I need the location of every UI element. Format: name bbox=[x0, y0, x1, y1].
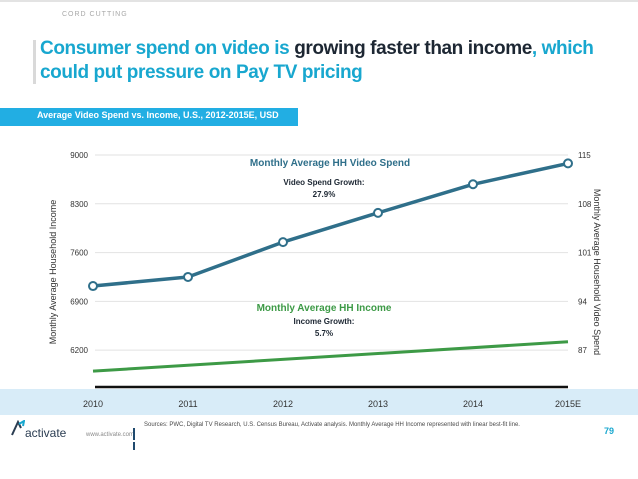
x-tick-label: 2014 bbox=[463, 399, 483, 409]
y-left-tick-label: 7600 bbox=[70, 249, 88, 258]
footer-divider-lower bbox=[133, 442, 135, 450]
sources-note: Sources: PWC, Digital TV Research, U.S. … bbox=[144, 422, 520, 428]
title-emphasis: growing faster than income bbox=[294, 38, 532, 59]
x-axis-band bbox=[0, 389, 638, 415]
y-right-tick-label: 108 bbox=[578, 200, 592, 209]
x-tick-labels: 2010 2011 2012 2013 2014 2015E bbox=[83, 399, 581, 409]
title-part-1: Consumer spend on video is bbox=[40, 38, 295, 59]
y-right-tick-label: 101 bbox=[578, 249, 592, 258]
y-right-ticks: 87 94 101 108 115 bbox=[578, 151, 592, 355]
y-left-ticks: 6200 6900 7600 8300 9000 bbox=[70, 151, 88, 355]
page-title: Consumer spend on video is growing faste… bbox=[40, 37, 600, 85]
y-left-axis-label: Monthly Average Household Income bbox=[48, 200, 58, 344]
income-series-label: Monthly Average HH Income bbox=[257, 303, 392, 314]
top-rule bbox=[0, 0, 638, 2]
video-spend-point bbox=[563, 158, 573, 169]
video-spend-point bbox=[183, 271, 193, 282]
y-left-tick-label: 9000 bbox=[70, 151, 88, 160]
chart-subtitle: Average Video Spend vs. Income, U.S., 20… bbox=[37, 110, 279, 120]
x-tick-label: 2011 bbox=[178, 399, 197, 409]
website-link[interactable]: www.activate.com bbox=[86, 432, 135, 438]
video-spend-point bbox=[468, 179, 478, 190]
y-left-tick-label: 8300 bbox=[70, 200, 88, 209]
y-right-tick-label: 115 bbox=[578, 151, 591, 160]
section-label: CORD CUTTING bbox=[62, 11, 128, 18]
video-spend-point bbox=[278, 237, 288, 248]
headline-accent-bar bbox=[33, 40, 36, 84]
video-growth-value: 27.9% bbox=[313, 190, 336, 199]
income-growth-value: 5.7% bbox=[315, 329, 333, 338]
y-left-tick-label: 6900 bbox=[70, 297, 88, 306]
video-growth-label: Video Spend Growth: bbox=[283, 178, 364, 187]
video-spend-point bbox=[373, 207, 383, 218]
y-left-tick-label: 6200 bbox=[70, 346, 88, 355]
y-right-tick-label: 87 bbox=[578, 346, 587, 355]
series-group bbox=[88, 158, 573, 373]
video-spend-line bbox=[92, 161, 569, 288]
income-line bbox=[92, 340, 569, 373]
x-tick-label: 2013 bbox=[368, 399, 388, 409]
subtitle-bar bbox=[0, 108, 298, 126]
page-number: 79 bbox=[604, 426, 615, 436]
y-right-axis-label: Monthly Average Household Video Spend bbox=[592, 189, 602, 355]
x-tick-label: 2012 bbox=[273, 399, 293, 409]
activate-logo-icon bbox=[11, 420, 25, 436]
logo-text: activate bbox=[25, 426, 67, 440]
footer-divider bbox=[133, 428, 135, 440]
video-series-label: Monthly Average HH Video Spend bbox=[250, 158, 410, 169]
y-right-tick-label: 94 bbox=[578, 297, 587, 306]
x-tick-label: 2015E bbox=[555, 399, 581, 409]
video-spend-point bbox=[88, 281, 98, 292]
x-tick-label: 2010 bbox=[83, 399, 103, 409]
title-part-3: , which could put pressure on Pay TV pri… bbox=[40, 38, 594, 83]
gridlines bbox=[95, 154, 568, 351]
income-growth-label: Income Growth: bbox=[294, 317, 355, 326]
